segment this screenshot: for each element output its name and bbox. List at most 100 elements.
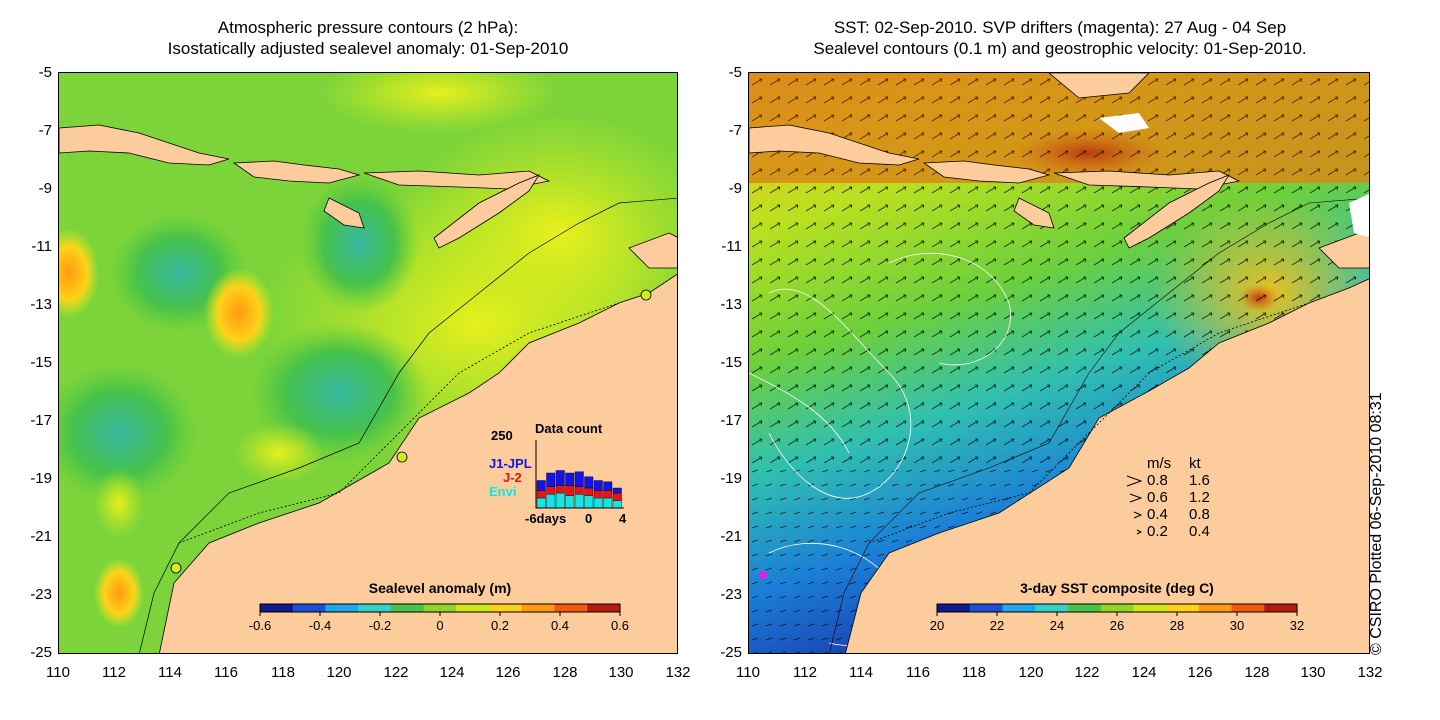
left-y-tick: -23 bbox=[30, 586, 52, 603]
velocity-legend-row: 0.8 1.6 bbox=[1125, 472, 1235, 489]
left-x-tick: 120 bbox=[326, 664, 352, 681]
data-count-x-end: 4 bbox=[619, 511, 627, 526]
right-y-tick: -23 bbox=[720, 586, 742, 603]
data-count-bar-j2 bbox=[612, 492, 622, 501]
right-colorbar-tick-label: 30 bbox=[1230, 618, 1244, 633]
left-y-tick: -17 bbox=[30, 412, 52, 429]
data-count-bar-envi bbox=[536, 497, 546, 509]
data-count-bar-j2 bbox=[555, 485, 565, 494]
right-colorbar-tick-label: 32 bbox=[1290, 618, 1304, 633]
right-title-line1: SST: 02-Sep-2010. SVP drifters (magenta)… bbox=[833, 18, 1287, 37]
left-colorbar-tick-label: 0.4 bbox=[551, 618, 569, 633]
velocity-legend-header-ms: m/s bbox=[1147, 455, 1172, 472]
left-colorbar-tick-label: 0.6 bbox=[611, 618, 629, 633]
left-y-tick: -9 bbox=[38, 180, 52, 197]
left-x-tick: 112 bbox=[102, 664, 126, 681]
data-count-legend-j1: J1-JPL bbox=[489, 456, 532, 471]
data-count-bar-j2 bbox=[546, 486, 556, 495]
data-count-bar-j2 bbox=[584, 487, 594, 496]
right-x-tick: 118 bbox=[962, 664, 986, 681]
left-y-tick: -13 bbox=[30, 296, 52, 313]
right-colorbar-tick-label: 24 bbox=[1050, 618, 1064, 633]
right-colorbar-swatch bbox=[1166, 604, 1200, 612]
right-x-tick: 128 bbox=[1244, 664, 1270, 681]
data-count-bar-j2 bbox=[565, 485, 575, 496]
right-colorbar-swatch bbox=[937, 604, 971, 612]
data-count-bar-j2 bbox=[574, 486, 584, 495]
right-y-tick: -5 bbox=[728, 64, 742, 81]
left-colorbar-swatch bbox=[358, 604, 392, 612]
left-x-tick: 124 bbox=[439, 664, 465, 681]
data-count-bar-envi bbox=[603, 497, 613, 509]
right-y-tick: -15 bbox=[720, 354, 742, 371]
velocity-legend: m/s kt 0.8 1.6 0.6 1.2 0.4 0.8 0.2 0.4 bbox=[1125, 455, 1235, 545]
left-y-tick: -15 bbox=[30, 354, 52, 371]
left-y-tick: -21 bbox=[30, 528, 52, 545]
velocity-ms: 0.4 bbox=[1147, 506, 1168, 523]
left-title-line2: Isostatically adjusted sealevel anomaly:… bbox=[167, 39, 569, 58]
right-colorbar-swatch bbox=[1002, 604, 1036, 612]
right-colorbar-tick-label: 20 bbox=[930, 618, 944, 633]
right-colorbar: 3-day SST composite (deg C) 20 22 24 26 28 30… bbox=[917, 580, 1317, 640]
data-count-bar-envi bbox=[593, 497, 603, 509]
data-count-bar-j1 bbox=[565, 472, 575, 486]
left-y-tick: -7 bbox=[38, 122, 52, 139]
data-count-bar-envi bbox=[565, 495, 575, 509]
right-colorbar-swatch bbox=[969, 604, 1003, 612]
right-y-tick: -7 bbox=[728, 122, 742, 139]
arrow-icon bbox=[1129, 493, 1143, 503]
right-title-line2: Sealevel contours (0.1 m) and geostrophi… bbox=[813, 39, 1307, 58]
right-x-tick: 126 bbox=[1187, 664, 1213, 681]
arrow-icon bbox=[1126, 475, 1143, 487]
right-x-tick: 122 bbox=[1074, 664, 1100, 681]
data-count-bar-envi bbox=[574, 494, 584, 509]
left-map-graphic bbox=[59, 73, 677, 653]
left-colorbar-graphic: -0.6 -0.4 -0.2 0 0.2 0.4 0.6 bbox=[249, 603, 629, 633]
right-x-tick: 112 bbox=[793, 664, 817, 681]
right-x-tick: 130 bbox=[1300, 664, 1326, 681]
data-count-legend-envi: Envi bbox=[489, 484, 517, 499]
left-colorbar-tick-label: 0.2 bbox=[491, 618, 509, 633]
data-count-inset: Data count 250 J1-JPL J-2 Envi -6days 0 … bbox=[485, 418, 645, 533]
left-title: Atmospheric pressure contours (2 hPa): I… bbox=[58, 17, 678, 59]
data-count-x-zero: 0 bbox=[585, 511, 593, 526]
right-colorbar-swatch bbox=[1264, 604, 1298, 612]
data-count-bar-envi bbox=[584, 495, 594, 509]
data-count-bar-j2 bbox=[593, 490, 603, 499]
left-y-tick: -5 bbox=[38, 64, 52, 81]
left-colorbar-tick-label: -0.6 bbox=[249, 618, 271, 633]
left-x-tick: 132 bbox=[665, 664, 691, 681]
left-colorbar-swatch bbox=[325, 604, 359, 612]
velocity-ms: 0.2 bbox=[1147, 523, 1168, 540]
left-x-tick: 116 bbox=[214, 664, 238, 681]
data-count-chart bbox=[535, 440, 624, 509]
velocity-kt: 1.2 bbox=[1189, 489, 1210, 506]
right-colorbar-label: 3-day SST composite (deg C) bbox=[1020, 580, 1214, 596]
right-colorbar-swatch bbox=[1035, 604, 1069, 612]
data-count-bar-j1 bbox=[603, 481, 613, 491]
left-colorbar-swatch bbox=[423, 604, 457, 612]
right-colorbar-swatch bbox=[1231, 604, 1265, 612]
left-x-tick: 114 bbox=[158, 664, 182, 681]
data-count-axes bbox=[535, 440, 624, 509]
data-count-bar-j2 bbox=[603, 490, 613, 499]
velocity-kt: 0.4 bbox=[1189, 523, 1210, 540]
left-colorbar-swatch bbox=[292, 604, 326, 612]
right-title: SST: 02-Sep-2010. SVP drifters (magenta)… bbox=[720, 17, 1400, 59]
right-y-tick: -9 bbox=[728, 180, 742, 197]
left-colorbar-swatch bbox=[260, 604, 294, 612]
right-colorbar-tick-label: 28 bbox=[1170, 618, 1184, 633]
left-x-tick: 126 bbox=[495, 664, 521, 681]
data-count-bar-j1 bbox=[612, 487, 622, 494]
left-colorbar-tick-label: -0.2 bbox=[369, 618, 391, 633]
left-title-line1: Atmospheric pressure contours (2 hPa): bbox=[217, 18, 519, 37]
left-colorbar-swatch bbox=[489, 604, 523, 612]
right-x-tick: 110 bbox=[736, 664, 760, 681]
right-map-graphic bbox=[749, 73, 1369, 653]
left-colorbar-tick-label: -0.4 bbox=[309, 618, 331, 633]
left-y-tick: -11 bbox=[31, 238, 52, 255]
left-y-tick: -25 bbox=[30, 644, 52, 661]
arrow-icon bbox=[1133, 511, 1143, 519]
left-y-tick: -19 bbox=[30, 470, 52, 487]
data-count-bar-j1 bbox=[584, 476, 594, 489]
